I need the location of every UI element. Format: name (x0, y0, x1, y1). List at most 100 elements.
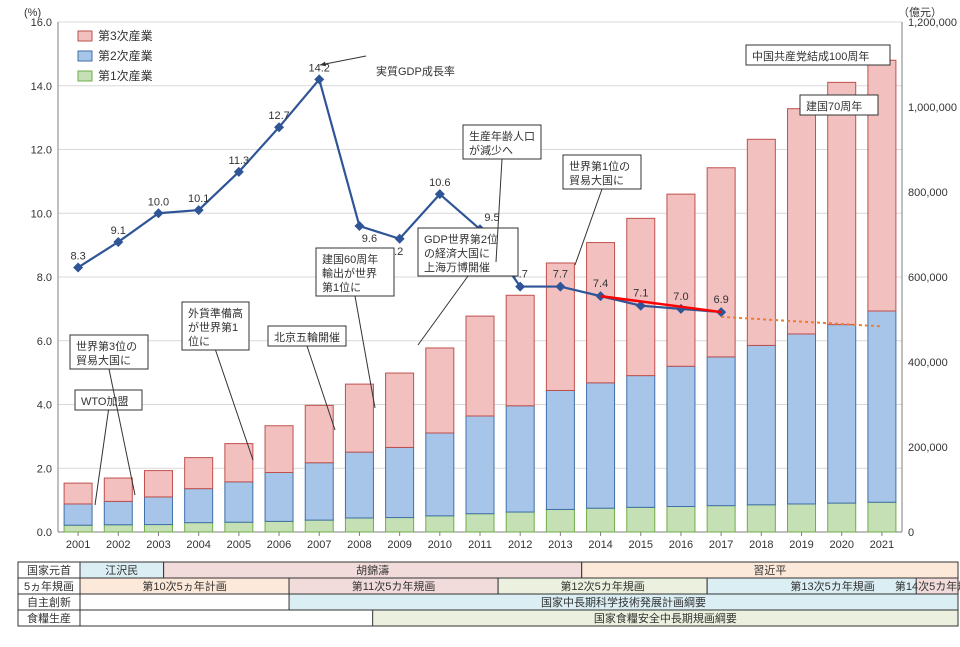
legend-swatch (78, 51, 92, 61)
bar-secondary (466, 416, 494, 514)
legend-label: 第1次産業 (98, 68, 153, 83)
bar-primary (426, 516, 454, 532)
x-tick: 2004 (186, 539, 210, 551)
line-marker (354, 221, 364, 231)
svg-text:位に: 位に (188, 334, 210, 348)
line-value-label: 9.1 (111, 225, 126, 237)
bar-tertiary (305, 405, 333, 462)
legend-label: 第3次産業 (98, 28, 153, 43)
line-value-label: 10.0 (148, 196, 169, 208)
timeline-segment-label: 国家中長期科学技術発展計画綱要 (541, 595, 706, 609)
timeline-segment-label: 国家食糧安全中長期規画綱要 (594, 611, 737, 625)
svg-text:上海万博開催: 上海万博開催 (424, 260, 490, 274)
svg-text:GDP世界第2位: GDP世界第2位 (424, 232, 498, 246)
y-left-tick: 8.0 (37, 272, 52, 284)
legend-swatch (78, 71, 92, 81)
x-tick: 2014 (588, 539, 612, 551)
line-value-label: 7.1 (633, 288, 648, 300)
bar-tertiary (587, 243, 615, 383)
y-left-tick: 2.0 (37, 463, 52, 475)
timeline-row-label: 自主創新 (27, 595, 71, 609)
annotation: 外貨準備高が世界第1位に (182, 302, 253, 460)
red-trend-line (601, 296, 722, 312)
x-tick: 2012 (508, 539, 532, 551)
bar-tertiary (345, 384, 373, 452)
bar-secondary (305, 463, 333, 520)
line-value-label: 7.7 (553, 269, 568, 281)
chart-container: 0.02.04.06.08.010.012.014.016.00200,0004… (0, 0, 960, 647)
svg-text:WTO加盟: WTO加盟 (81, 395, 128, 408)
line-value-label: 6.9 (713, 294, 728, 306)
x-tick: 2011 (468, 539, 492, 551)
bar-primary (305, 520, 333, 532)
bar-tertiary (426, 348, 454, 433)
svg-text:中国共産党結成100周年: 中国共産党結成100周年 (752, 49, 869, 63)
svg-text:貿易大国に: 貿易大国に (76, 353, 131, 367)
bar-secondary (788, 334, 816, 504)
bar-secondary (506, 406, 534, 512)
timeline-segment-label: 習近平 (753, 564, 786, 577)
svg-text:北京五輪開催: 北京五輪開催 (274, 330, 340, 344)
x-tick: 2017 (709, 539, 733, 551)
timeline-row-label: 5ヵ年規画 (24, 579, 74, 593)
bar-secondary (747, 345, 775, 504)
x-tick: 2018 (749, 539, 773, 551)
y-right-tick: 0 (908, 527, 914, 539)
bar-secondary (345, 452, 373, 518)
timeline-segment-label: 第14次5カ年規画 (895, 579, 960, 593)
y-right-tick: 600,000 (908, 272, 948, 284)
line-value-label: 10.6 (429, 177, 450, 189)
bar-secondary (667, 366, 695, 506)
bar-primary (185, 523, 213, 532)
x-tick: 2008 (347, 539, 371, 551)
bar-primary (627, 507, 655, 532)
bar-tertiary (506, 295, 534, 406)
bar-primary (546, 509, 574, 532)
x-tick: 2019 (789, 539, 813, 551)
bar-secondary (64, 504, 92, 525)
bar-secondary (868, 311, 896, 502)
bar-primary (345, 518, 373, 532)
bar-primary (144, 525, 172, 532)
bar-primary (667, 507, 695, 533)
bar-tertiary (828, 82, 856, 324)
svg-text:が世界第1: が世界第1 (188, 320, 238, 334)
svg-text:貿易大国に: 貿易大国に (569, 173, 624, 187)
svg-text:輸出が世界: 輸出が世界 (322, 266, 377, 280)
legend-swatch (78, 31, 92, 41)
bar-tertiary (466, 316, 494, 416)
bar-secondary (587, 383, 615, 508)
bar-secondary (185, 489, 213, 523)
timeline-segment-label: 第10次5ヵ年計画 (142, 579, 226, 593)
line-value-label: 7.0 (673, 291, 688, 303)
y-left-tick: 12.0 (31, 145, 52, 157)
bar-tertiary (667, 194, 695, 366)
x-tick: 2002 (106, 539, 130, 551)
bar-tertiary (144, 471, 172, 497)
y-left-tick: 0.0 (37, 527, 52, 539)
timeline-row-label: 食糧生産 (27, 611, 71, 625)
bar-primary (64, 525, 92, 532)
annotation: 実質GDP成長率 (320, 56, 455, 78)
bar-secondary (627, 376, 655, 508)
bar-secondary (426, 433, 454, 516)
x-tick: 2013 (548, 539, 572, 551)
svg-text:実質GDP成長率: 実質GDP成長率 (376, 64, 455, 78)
bar-tertiary (225, 444, 253, 482)
right-axis-unit: （億元） (898, 6, 942, 19)
left-axis-unit: (%) (24, 7, 41, 19)
svg-text:の経済大国に: の経済大国に (424, 246, 490, 260)
bar-primary (868, 502, 896, 532)
bar-secondary (707, 357, 735, 506)
line-value-label: 7.4 (593, 278, 608, 290)
y-left-tick: 10.0 (31, 208, 52, 220)
x-tick: 2009 (387, 539, 411, 551)
annotation: 世界第3位の貿易大国に (70, 335, 148, 495)
x-tick: 2010 (428, 539, 452, 551)
y-left-tick: 4.0 (37, 400, 52, 412)
line-value-label: 9.6 (362, 233, 377, 245)
line-value-label: 9.5 (484, 212, 499, 224)
x-tick: 2021 (870, 539, 894, 551)
bar-tertiary (386, 373, 414, 447)
svg-text:生産年齢人口: 生産年齢人口 (469, 129, 535, 143)
